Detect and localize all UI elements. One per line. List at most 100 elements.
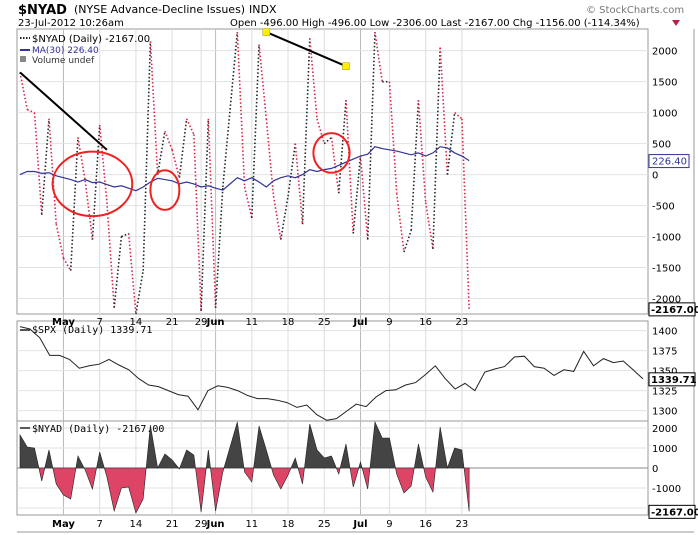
x-tick-label-main: 16 (419, 317, 432, 328)
x-tick-label-bottom: 25 (318, 519, 331, 530)
nyad-segment (301, 38, 311, 225)
spx-line (19, 326, 644, 421)
nyad-segment (316, 118, 326, 144)
y-tick-label: 1300 (652, 407, 677, 418)
hist-negative-area (463, 467, 470, 512)
hist-positive-area (339, 443, 351, 469)
nyad-segment (323, 136, 333, 145)
watermark: © StockCharts.com (586, 5, 684, 16)
x-tick-label-main: Jul (352, 317, 367, 328)
x-tick-label-main: 21 (166, 317, 179, 328)
nyad-segment (410, 100, 420, 231)
spx-last-value: 1339.71 (651, 375, 697, 386)
main-legend-nyad: $NYAD (Daily) -2167.00 (32, 34, 150, 45)
hist-positive-area (413, 443, 425, 469)
hist-positive-area (290, 457, 299, 469)
hist-positive-area (75, 455, 85, 469)
ma-value: 226.40 (652, 157, 687, 168)
y-tick-label: -1000 (652, 484, 681, 495)
y-tick-label: -1000 (652, 233, 681, 244)
nyad-segment (19, 72, 29, 110)
hist-last-value: -2167.00 (651, 507, 698, 518)
hist-positive-area (253, 425, 272, 469)
trendline-anchor-marker (342, 62, 350, 70)
nyad-segment (308, 38, 318, 119)
nyad-segment (294, 143, 304, 225)
nyad-segment (345, 100, 355, 234)
nyad-segment (149, 41, 159, 175)
highlight-ellipse (312, 132, 351, 174)
symbol-title: $NYAD (18, 3, 67, 18)
y-tick-label: 0 (652, 464, 658, 475)
hist-positive-area (369, 420, 396, 469)
nyad-segment (417, 100, 427, 203)
nyad-segment (33, 112, 43, 215)
nyad-segment (403, 230, 412, 253)
y-tick-label: 0 (652, 171, 658, 182)
nyad-segment (424, 202, 434, 250)
trendline-anchor-marker (262, 28, 271, 36)
hist-positive-area (358, 460, 363, 469)
change-down-arrow (672, 20, 680, 26)
x-tick-label-bottom: 16 (419, 519, 432, 530)
x-tick-label-main: May (52, 317, 75, 328)
hist-negative-area (395, 467, 415, 494)
y-tick-label: 1350 (652, 367, 677, 378)
ma-value-box (648, 154, 690, 169)
nyad-segment (439, 47, 449, 175)
y-tick-label: 1325 (652, 387, 677, 398)
nyad-segment (113, 236, 123, 308)
hist-negative-area (83, 467, 97, 491)
nyad-segment (171, 149, 181, 178)
hist-positive-area (179, 449, 196, 469)
nyad-segment (40, 118, 50, 215)
x-tick-label-bottom: 9 (386, 519, 392, 530)
main-legend-volume: Volume undef (32, 56, 95, 66)
nyad-segment (62, 257, 72, 272)
ma30-line (19, 146, 470, 192)
nyad-segment (84, 180, 94, 240)
x-tick-label-main: 14 (130, 317, 143, 328)
hist-negative-area (38, 467, 46, 482)
hist-legend: $NYAD (Daily) -2167.00 (32, 424, 164, 435)
header-date: 23-Jul-2012 10:26am (18, 18, 124, 29)
y-tick-label: -2000 (652, 295, 681, 306)
x-tick-label-main: 29 (195, 317, 208, 328)
x-tick-label-main: Jun (206, 317, 225, 328)
hist-negative-area (210, 467, 225, 512)
symbol-description: (NYSE Advance-Decline Issues) (74, 3, 245, 16)
nyad-segment (287, 143, 297, 197)
nyad-segment (388, 81, 398, 194)
nyad-segment (337, 100, 347, 194)
nyad-segment (200, 118, 210, 311)
x-tick-label-bottom: Jun (206, 519, 225, 530)
hist-negative-area (423, 467, 436, 494)
spx-last-value-box (648, 372, 696, 387)
y-tick-label: 1400 (652, 327, 677, 338)
y-tick-label: 1000 (652, 444, 677, 455)
x-tick-label-bottom: 18 (282, 519, 295, 530)
nyad-last-value: -2167.00 (651, 305, 698, 316)
spx-legend: $SPX (Daily) 1339.71 (32, 325, 152, 336)
y-tick-label: -1500 (652, 264, 681, 275)
nyad-segment (26, 108, 35, 114)
nyad-segment (69, 137, 79, 271)
hist-negative-area (52, 467, 77, 500)
volume-legend-icon (20, 56, 26, 62)
hist-positive-area (44, 449, 54, 469)
nyad-segment (142, 41, 152, 271)
nyad-segment (395, 193, 405, 253)
highlight-ellipse (149, 169, 181, 211)
nyad-segment (48, 118, 58, 225)
x-tick-label-bottom: 21 (166, 519, 179, 530)
hist-negative-area (361, 467, 371, 490)
nyad-segment (251, 44, 260, 219)
ohlc-text: Open -496.00 High -496.00 Low -2306.00 L… (230, 18, 640, 29)
hist-positive-area (19, 433, 40, 469)
nyad-segment (258, 44, 268, 119)
y-tick-label: 2000 (652, 47, 677, 58)
y-tick-label: 1000 (652, 109, 677, 120)
hist-negative-area (349, 467, 360, 488)
x-tick-label-main: 7 (96, 317, 102, 328)
hist-last-value-box (648, 504, 696, 519)
